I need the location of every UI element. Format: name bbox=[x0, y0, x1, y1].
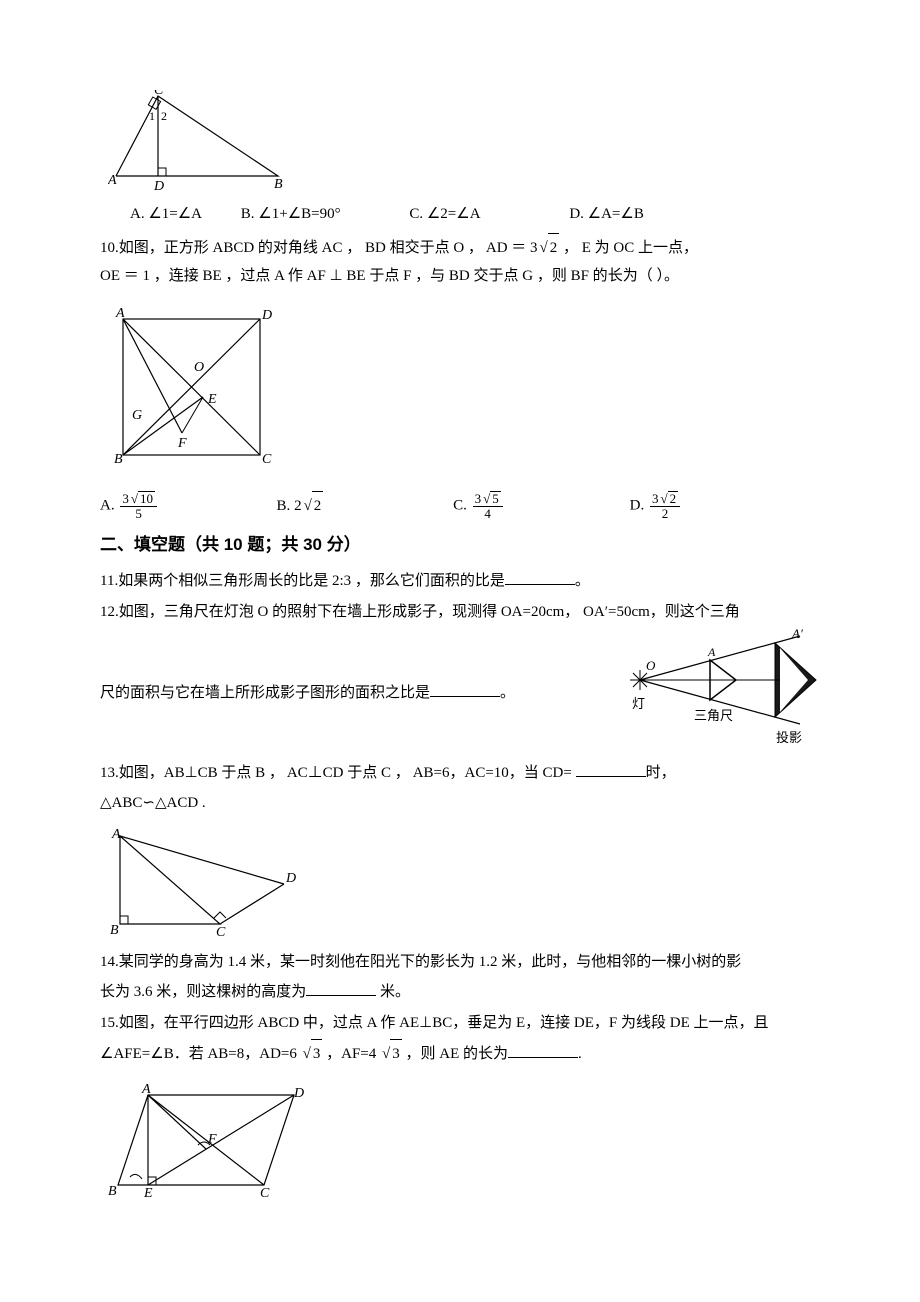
label-tri: 三角尺 bbox=[694, 708, 733, 723]
label-B: B bbox=[114, 452, 123, 467]
q12-l2-post: 。 bbox=[500, 685, 515, 701]
q10-prefix: 10.如图，正方形 ABCD 的对角线 AC ， BD 相交于点 O ， AD … bbox=[100, 240, 530, 256]
q10-text: 10.如图，正方形 ABCD 的对角线 AC ， BD 相交于点 O ， AD … bbox=[100, 233, 820, 291]
q13-line2: △ABC∽△ACD . bbox=[100, 789, 820, 818]
label-A: A bbox=[108, 173, 117, 188]
label-A: A bbox=[111, 828, 121, 842]
q11: 11.如果两个相似三角形周长的比是 2:3 ，那么它们面积的比是 。 bbox=[100, 567, 820, 596]
q13-blank bbox=[576, 762, 646, 777]
q12-line2: 尺的面积与它在墙上所形成影子图形的面积之比是 。 bbox=[100, 679, 608, 708]
q15-l2-post: ，则 AE 的长为 bbox=[402, 1046, 508, 1062]
label-B: B bbox=[110, 923, 119, 938]
q12-blank bbox=[430, 682, 500, 697]
q10-opt-a: A. 3105 bbox=[100, 491, 273, 522]
q13-l1-pre: 13.如图，AB⊥CB 于点 B ， AC⊥CD 于点 C ， AB=6，AC=… bbox=[100, 765, 572, 781]
q10-options: A. 3105 B. 22 C. 354 D. 322 bbox=[100, 491, 820, 522]
label-O: O bbox=[646, 658, 656, 673]
q10-mid: ， E 为 OC 上一点， bbox=[559, 240, 698, 256]
q13-l1-post: 时， bbox=[646, 765, 676, 781]
q11-end: 。 bbox=[575, 573, 590, 589]
label-E: E bbox=[207, 392, 217, 407]
q12-row: 尺的面积与它在墙上所形成影子图形的面积之比是 。 O A A′ 灯 三角尺 投影 bbox=[100, 628, 820, 759]
label-F: F bbox=[177, 436, 187, 451]
q9-opt-b: B. ∠1+∠B=90° bbox=[226, 200, 341, 229]
label-C: C bbox=[216, 925, 226, 938]
q14-line2: 长为 3.6 米，则这棵树的高度为 米。 bbox=[100, 978, 820, 1007]
q10-opt-c: C. 354 bbox=[453, 491, 626, 522]
label-D: D bbox=[261, 308, 272, 323]
q14-l2-pre: 长为 3.6 米，则这棵树的高度为 bbox=[100, 984, 306, 1000]
label-shadow: 投影 bbox=[776, 730, 802, 745]
q10-figure: A D B C O E G F bbox=[108, 305, 278, 475]
q13-line1: 13.如图，AB⊥CB 于点 B ， AC⊥CD 于点 C ， AB=6，AC=… bbox=[100, 759, 820, 788]
q12-figure: O A A′ 灯 三角尺 投影 bbox=[620, 628, 820, 748]
q14-line1: 14.某同学的身高为 1.4 米，某一时刻他在阳光下的影长为 1.2 米，此时，… bbox=[100, 948, 820, 977]
q10-opt-b: B. 22 bbox=[277, 491, 450, 521]
label-ang1: 1 bbox=[149, 109, 155, 123]
label-C: C bbox=[262, 452, 272, 467]
label-C: C bbox=[154, 90, 164, 98]
label-C: C bbox=[260, 1186, 270, 1201]
q12-figure-wrap: O A A′ 灯 三角尺 投影 bbox=[620, 628, 820, 759]
q12-line1: 12.如图，三角尺在灯泡 O 的照射下在墙上形成影子，现测得 OA=20cm， … bbox=[100, 598, 820, 627]
q9-opt-c: C. ∠2=∠A bbox=[394, 200, 480, 229]
label-A-small: A bbox=[707, 645, 716, 659]
q10-val1: 3 bbox=[530, 240, 538, 256]
q15-mid1: ，AF=4 bbox=[322, 1046, 380, 1062]
q15-line1: 15.如图，在平行四边形 ABCD 中，过点 A 作 AE⊥BC，垂足为 E，连… bbox=[100, 1009, 820, 1038]
label-lamp: 灯 bbox=[632, 696, 645, 711]
q15-end: . bbox=[578, 1046, 582, 1062]
q11-blank bbox=[505, 570, 575, 585]
label-B: B bbox=[274, 177, 283, 190]
label-D: D bbox=[285, 871, 296, 886]
label-A: A bbox=[115, 306, 125, 321]
label-O: O bbox=[194, 360, 204, 375]
label-ang2: 2 bbox=[161, 109, 167, 123]
q15-sqrt1: 3 bbox=[301, 1039, 323, 1069]
q14-l2-post: 米。 bbox=[376, 984, 410, 1000]
q15-l2-pre: ∠AFE=∠B．若 AB=8，AD=6 bbox=[100, 1046, 301, 1062]
q9-opt-d: D. ∠A=∠B bbox=[554, 200, 644, 229]
q15-sqrt2: 3 bbox=[380, 1039, 402, 1069]
section-2-title: 二、填空题（共 10 题；共 30 分） bbox=[100, 529, 820, 561]
q11-text: 11.如果两个相似三角形周长的比是 2:3 ，那么它们面积的比是 bbox=[100, 573, 505, 589]
label-D: D bbox=[153, 179, 164, 190]
q10-opt-d: D. 322 bbox=[630, 491, 803, 522]
q10-sqrt1: 2 bbox=[538, 233, 560, 263]
q12-l2-pre: 尺的面积与它在墙上所形成影子图形的面积之比是 bbox=[100, 685, 430, 701]
q13-figure: A B C D bbox=[108, 828, 298, 938]
q15-blank bbox=[508, 1043, 578, 1058]
q9-figure: A B C D 1 2 bbox=[108, 90, 288, 190]
label-A: A bbox=[141, 1083, 151, 1097]
label-B: B bbox=[108, 1184, 117, 1199]
label-Aprime: A′ bbox=[791, 628, 803, 641]
q15-line2: ∠AFE=∠B．若 AB=8，AD=6 3 ，AF=4 3 ，则 AE 的长为. bbox=[100, 1039, 820, 1069]
q14-blank bbox=[306, 981, 376, 996]
label-D: D bbox=[293, 1086, 304, 1101]
q9-options: A. ∠1=∠A B. ∠1+∠B=90° C. ∠2=∠A D. ∠A=∠B bbox=[100, 200, 820, 229]
label-E: E bbox=[143, 1186, 153, 1201]
q15-figure: A D B C E F bbox=[108, 1083, 308, 1203]
label-G: G bbox=[132, 408, 142, 423]
q10-line2: OE ＝ 1 ，连接 BE ，过点 A 作 AF ⊥ BE 于点 F ，与 BD… bbox=[100, 268, 679, 284]
q9-opt-a: A. ∠1=∠A bbox=[115, 200, 202, 229]
page-content: A B C D 1 2 A. ∠1=∠A B. ∠1+∠B=90° C. ∠2=… bbox=[100, 90, 820, 1203]
label-F: F bbox=[207, 1132, 217, 1147]
